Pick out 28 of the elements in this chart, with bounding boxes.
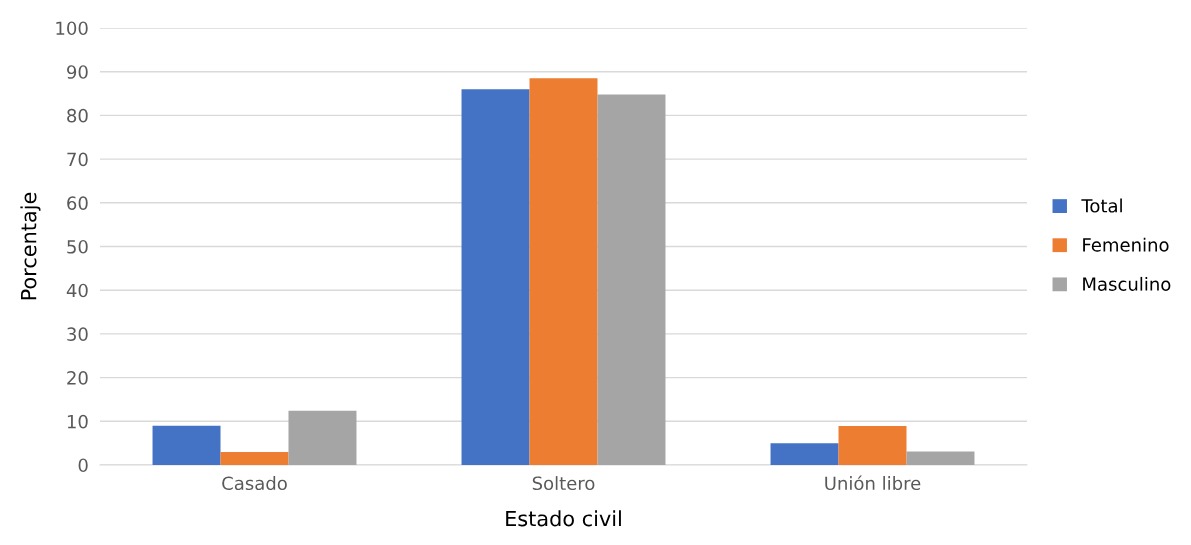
y-tick-label: 90: [67, 65, 88, 79]
y-axis-title: Porcentaje: [20, 192, 41, 300]
bar: [529, 78, 598, 465]
y-tick-label: 100: [56, 21, 88, 36]
bar: [461, 89, 530, 465]
x-tick-label: Unión libre: [825, 475, 921, 491]
x-axis-title: Estado civil: [506, 510, 621, 527]
bar: [288, 410, 357, 465]
bar: [770, 443, 839, 465]
y-tick-label: 20: [67, 371, 88, 385]
y-tick-label: 10: [67, 414, 88, 429]
bar: [906, 451, 975, 465]
bar: [220, 451, 289, 465]
x-tick-label: Soltero: [532, 476, 595, 491]
legend-label: Femenino: [1083, 237, 1169, 252]
y-tick-label: 0: [78, 458, 88, 473]
y-tick-label: 30: [67, 327, 88, 342]
legend-label: Total: [1081, 198, 1122, 213]
x-tick-label: Casado: [222, 476, 287, 491]
bar: [838, 426, 907, 465]
y-tick-label: 50: [67, 239, 88, 254]
y-tick-label: 60: [67, 196, 88, 210]
bar: [597, 94, 666, 465]
y-tick-label: 80: [67, 108, 88, 123]
bar: [152, 425, 221, 465]
y-tick-label: 70: [67, 152, 88, 167]
legend-label: Masculino: [1083, 276, 1171, 291]
y-tick-label: 40: [66, 283, 88, 298]
